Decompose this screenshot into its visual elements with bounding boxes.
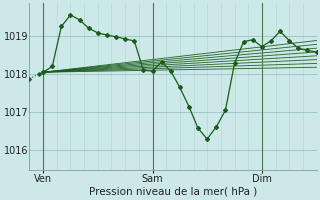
X-axis label: Pression niveau de la mer( hPa ): Pression niveau de la mer( hPa ) xyxy=(89,187,257,197)
